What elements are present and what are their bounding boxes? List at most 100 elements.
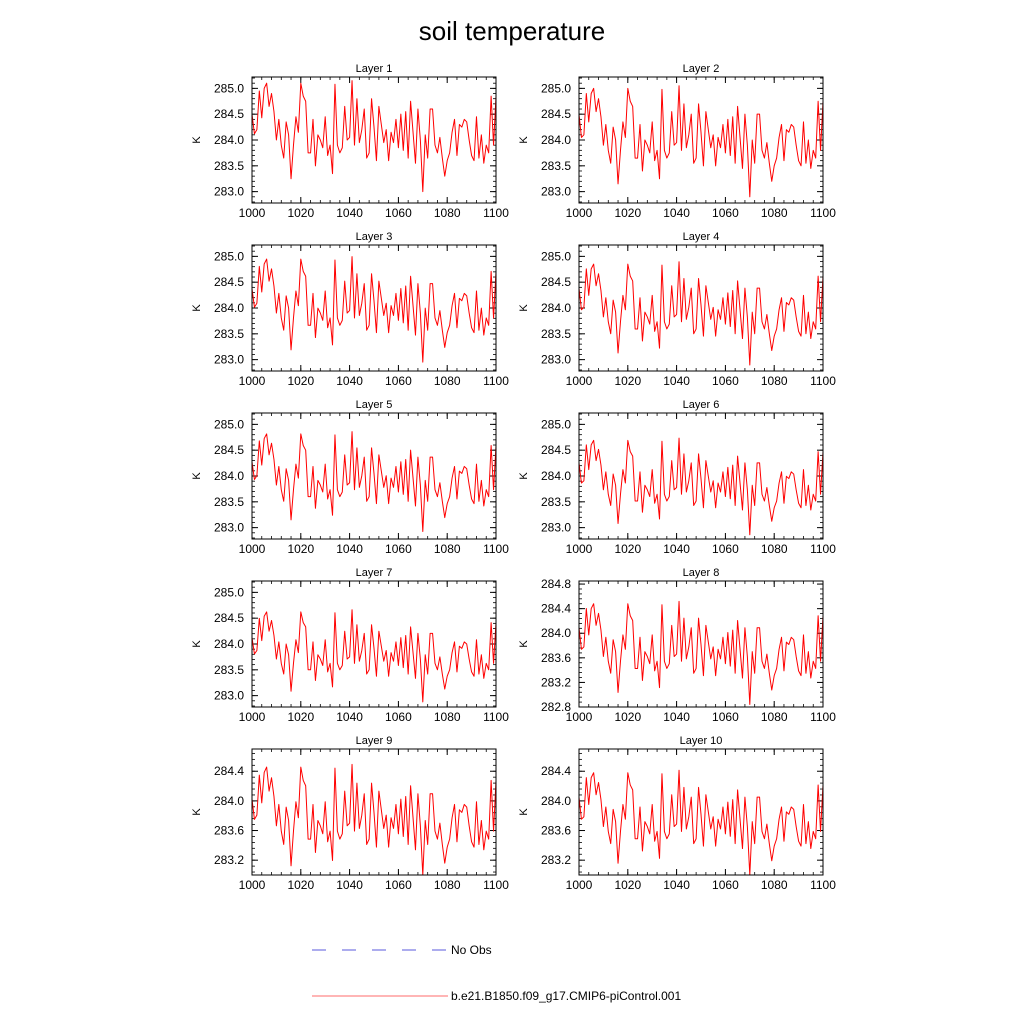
- x-tick-label: 1100: [483, 710, 509, 724]
- y-tick-label: 285.0: [214, 585, 244, 599]
- y-tick-label: 284.4: [214, 764, 244, 778]
- x-tick-label: 1080: [434, 542, 461, 556]
- x-tick-label: 1040: [663, 374, 690, 388]
- y-tick-label: 284.5: [541, 107, 571, 121]
- panel-title: Layer 5: [356, 399, 393, 411]
- y-tick-label: 284.0: [214, 301, 244, 315]
- y-tick-label: 284.0: [541, 133, 571, 147]
- y-tick-label: 283.0: [214, 353, 244, 367]
- y-tick-label: 283.0: [541, 185, 571, 199]
- panel-title: Layer 3: [356, 231, 393, 243]
- panel-8: Layer 8 K 1000 1020 1040 1060 1080 1100 284.8 284…: [518, 567, 836, 724]
- x-tick-label: 1000: [239, 542, 266, 556]
- x-tick-label: 1080: [761, 878, 788, 892]
- x-tick-label: 1080: [761, 542, 788, 556]
- y-tick-label: 285.0: [541, 81, 571, 95]
- panel-3: Layer 3 K 1000 1020 1040 1060 1080 1100 285.0 284…: [191, 231, 509, 388]
- x-tick-label: 1100: [810, 710, 836, 724]
- y-tick-label: 284.0: [214, 469, 244, 483]
- y-tick-label: 283.0: [541, 353, 571, 367]
- panel-title: Layer 2: [683, 63, 720, 75]
- panel-frame: [251, 748, 497, 876]
- series-line: [578, 85, 824, 198]
- y-axis-label: K: [191, 136, 203, 144]
- y-tick-label: 284.0: [214, 794, 244, 808]
- y-tick-label: 284.5: [214, 443, 244, 457]
- x-tick-label: 1100: [483, 206, 509, 220]
- x-tick-label: 1060: [385, 206, 412, 220]
- panel-title: Layer 6: [683, 399, 720, 411]
- y-axis-label: K: [518, 304, 530, 312]
- y-tick-label: 283.2: [541, 853, 571, 867]
- y-tick-label: 284.5: [214, 107, 244, 121]
- x-tick-label: 1040: [336, 878, 363, 892]
- series-line: [251, 256, 497, 363]
- series-line: [251, 80, 497, 193]
- x-tick-label: 1020: [287, 374, 314, 388]
- y-tick-label: 284.5: [214, 275, 244, 289]
- panel-frame: [251, 412, 497, 540]
- y-tick-label: 284.5: [214, 611, 244, 625]
- panel-frame: [578, 412, 824, 540]
- x-tick-label: 1100: [483, 542, 509, 556]
- panel-7: Layer 7 K 1000 1020 1040 1060 1080 1100 285.0 284…: [191, 567, 509, 724]
- x-tick-label: 1100: [483, 878, 509, 892]
- x-tick-label: 1000: [239, 206, 266, 220]
- panel-frame: [578, 580, 824, 708]
- y-tick-label: 283.5: [214, 327, 244, 341]
- panel-9: Layer 9 K 1000 1020 1040 1060 1080 1100 284.4 284…: [191, 735, 509, 892]
- x-tick-label: 1020: [287, 542, 314, 556]
- panel-frame: [251, 76, 497, 204]
- series-line: [578, 437, 824, 536]
- x-tick-label: 1040: [663, 206, 690, 220]
- chart-title: soil temperature: [419, 16, 605, 46]
- panel-frame: [251, 244, 497, 372]
- x-tick-label: 1040: [336, 206, 363, 220]
- x-tick-label: 1000: [566, 374, 593, 388]
- y-tick-label: 283.6: [214, 824, 244, 838]
- x-tick-label: 1000: [566, 710, 593, 724]
- x-tick-label: 1040: [336, 710, 363, 724]
- y-tick-label: 283.5: [214, 159, 244, 173]
- x-tick-label: 1020: [614, 374, 641, 388]
- x-tick-label: 1060: [712, 206, 739, 220]
- y-tick-label: 284.4: [541, 602, 571, 616]
- legend-no-obs-label: No Obs: [451, 943, 492, 957]
- panel-title: Layer 4: [683, 231, 720, 243]
- panels-group: Layer 1 K 1000 1020 1040 1060 1080 1100 285.0 284…: [191, 63, 836, 892]
- panel-2: Layer 2 K 1000 1020 1040 1060 1080 1100 285.0 284…: [518, 63, 836, 220]
- series-line: [578, 769, 824, 876]
- y-tick-label: 283.5: [214, 495, 244, 509]
- y-tick-label: 283.0: [214, 689, 244, 703]
- y-tick-label: 283.0: [214, 185, 244, 199]
- panel-title: Layer 1: [356, 63, 393, 75]
- y-tick-label: 284.5: [541, 443, 571, 457]
- x-tick-label: 1100: [483, 374, 509, 388]
- panel-frame: [578, 76, 824, 204]
- y-tick-label: 283.0: [541, 521, 571, 535]
- series-line: [251, 763, 497, 876]
- panel-6: Layer 6 K 1000 1020 1040 1060 1080 1100 285.0 284…: [518, 399, 836, 556]
- y-tick-label: 284.4: [541, 764, 571, 778]
- x-tick-label: 1080: [761, 710, 788, 724]
- y-tick-label: 285.0: [214, 417, 244, 431]
- x-tick-label: 1020: [614, 542, 641, 556]
- y-tick-label: 284.0: [541, 794, 571, 808]
- legend-model-label: b.e21.B1850.f09_g17.CMIP6-piControl.001: [451, 989, 681, 1003]
- x-tick-label: 1100: [810, 542, 836, 556]
- y-axis-label: K: [191, 472, 203, 480]
- y-tick-label: 283.5: [541, 159, 571, 173]
- y-tick-label: 283.5: [541, 327, 571, 341]
- y-tick-label: 284.0: [541, 469, 571, 483]
- x-tick-label: 1060: [385, 542, 412, 556]
- x-tick-label: 1080: [434, 878, 461, 892]
- x-tick-label: 1020: [287, 710, 314, 724]
- panel-title: Layer 8: [683, 567, 720, 579]
- y-tick-label: 282.8: [541, 700, 571, 714]
- y-axis-label: K: [191, 640, 203, 648]
- y-tick-label: 283.5: [214, 663, 244, 677]
- series-line: [251, 431, 497, 533]
- x-tick-label: 1020: [614, 206, 641, 220]
- x-tick-label: 1020: [614, 710, 641, 724]
- y-axis-label: K: [191, 304, 203, 312]
